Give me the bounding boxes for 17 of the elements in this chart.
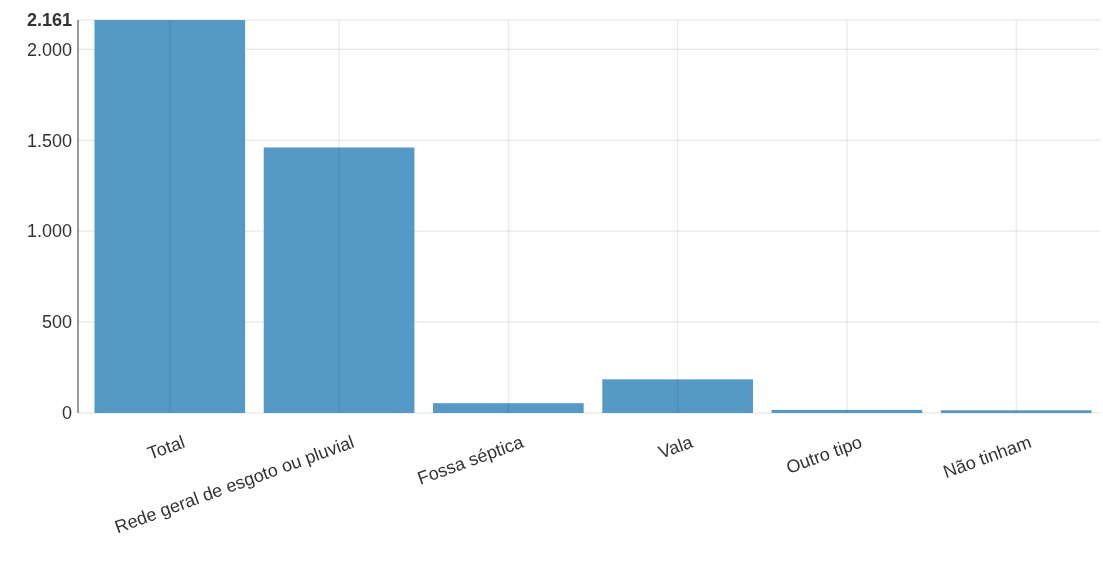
y-tick-label: 0: [61, 403, 72, 424]
x-tick-label: Total: [144, 431, 188, 464]
bar: [94, 20, 246, 413]
x-tick-label: Outro tipo: [783, 431, 865, 478]
y-tick-label: 500: [41, 312, 72, 333]
bar: [602, 379, 753, 413]
y-tick-label: 2.161: [26, 10, 72, 31]
y-tick-label: 1.000: [26, 221, 72, 242]
x-tick-label: Fossa séptica: [414, 431, 527, 489]
y-tick-label: 1.500: [26, 130, 72, 151]
x-tick-label: Não tinham: [940, 431, 1034, 483]
x-tick-label: Vala: [655, 431, 697, 463]
bar: [433, 403, 584, 413]
bar: [940, 410, 1092, 413]
y-tick-label: 2.000: [26, 39, 72, 60]
bar: [263, 147, 415, 413]
bar: [771, 409, 923, 413]
